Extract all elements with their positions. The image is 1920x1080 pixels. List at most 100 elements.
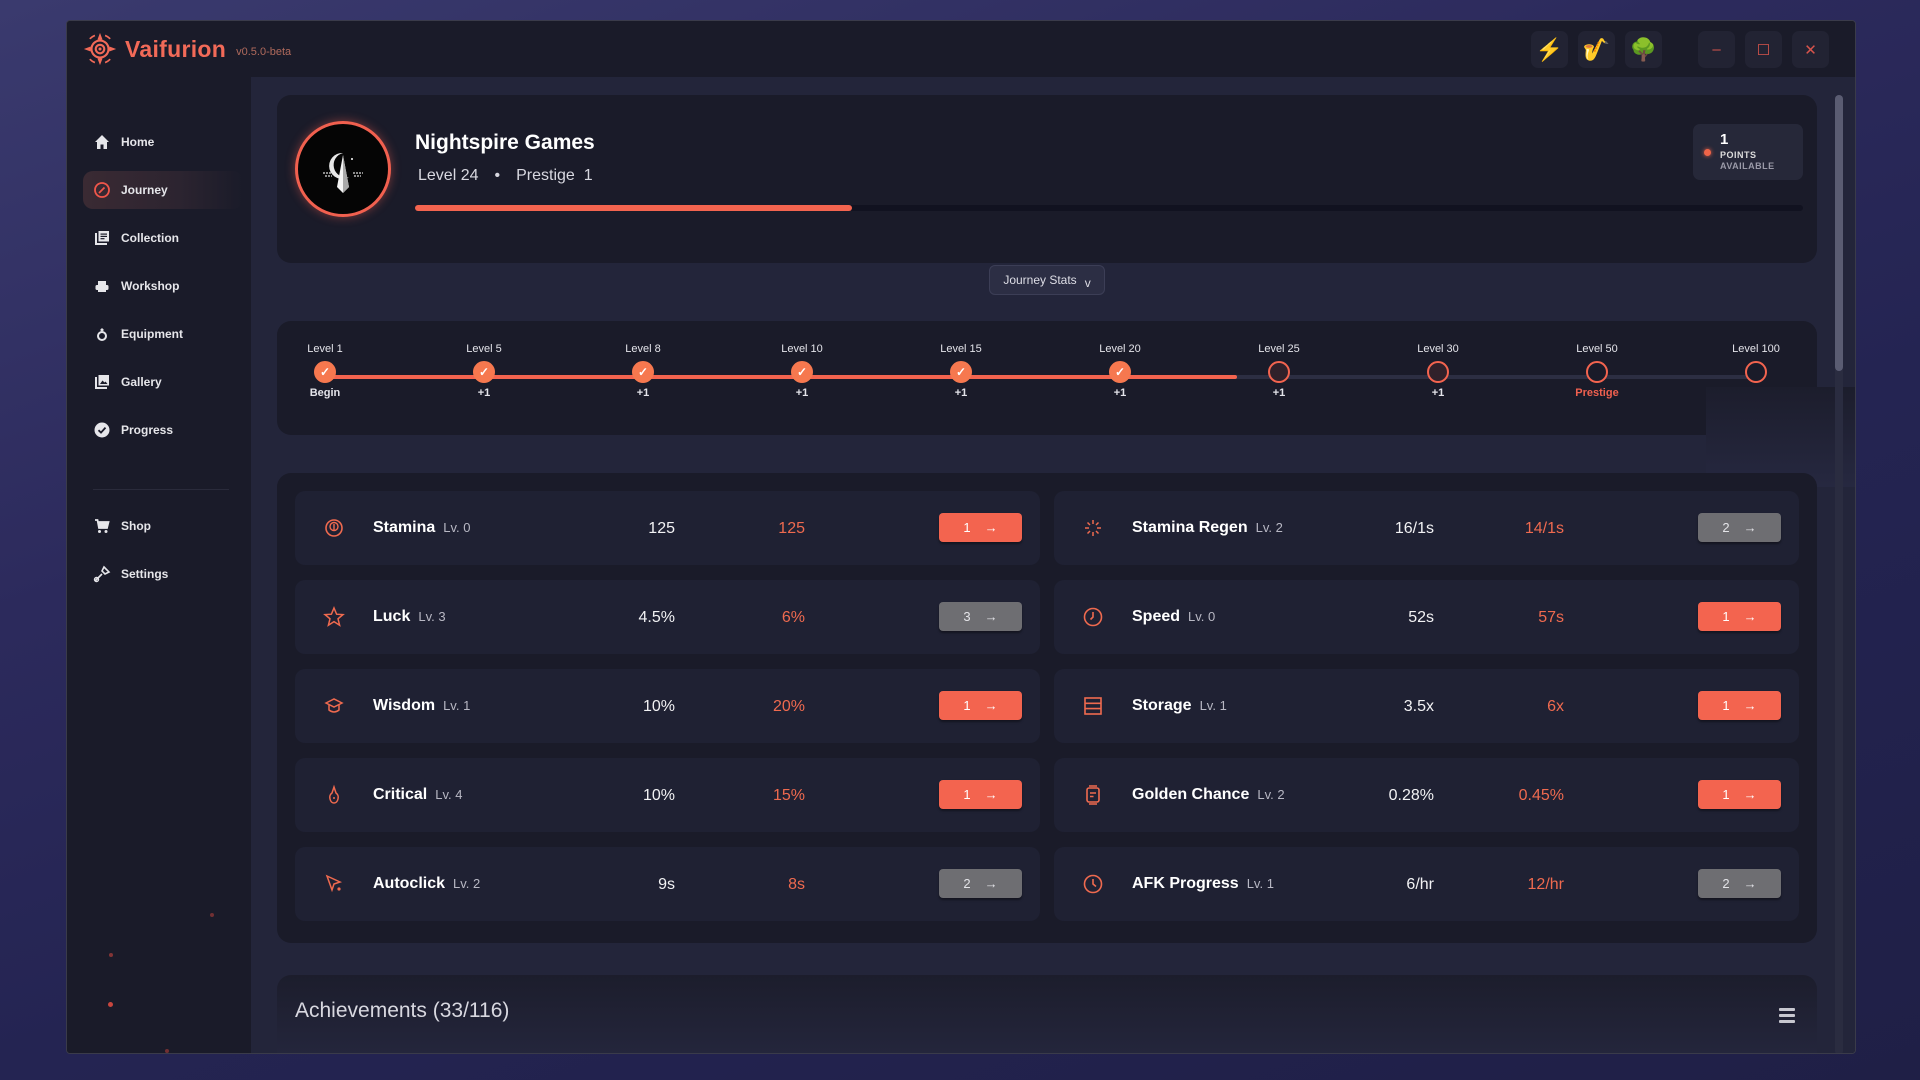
sidebar-item-journey[interactable]: Journey [83,171,243,209]
upgrades-panel: Stamina Lv. 0 125 125 1 → Stamina Regen Lv.… [277,473,1817,943]
sidebar-item-home[interactable]: Home [83,123,243,161]
upgrade-button[interactable]: 2 → [1698,869,1781,898]
timeline-node[interactable]: Level 15 ✓ +1 [911,343,1011,399]
upgrade-level: Lv. 1 [443,698,471,713]
arrow-right-icon: → [1743,520,1757,535]
upgrade-button[interactable]: 1 → [939,780,1022,809]
app-title: Vaifurion [125,35,227,62]
timeline-node[interactable]: Level 50 Prestige [1547,343,1647,399]
level-timeline: Level 1 ✓ Begin Level 5 ✓ +1 Level 8 ✓ +… [275,321,1855,487]
timeline-node[interactable]: Level 30 +1 [1388,343,1488,399]
pending-node-icon [1268,361,1290,383]
maximize-button[interactable]: ☐ [1745,31,1782,68]
level-label: Level 24 [418,167,479,184]
next-value: 20% [772,698,805,715]
meta-separator: • [494,167,501,184]
star-icon [323,606,345,627]
upgrade-button[interactable]: 1 → [1698,602,1781,631]
next-value: 14/1s [1524,520,1564,537]
home-icon [93,133,111,151]
upgrade-name: Autoclick Lv. 2 [373,875,481,892]
collection-icon [93,229,111,247]
upgrade-button[interactable]: 1 → [1698,691,1781,720]
current-value: 3.5x [1403,698,1434,715]
timeline-node[interactable]: Level 8 ✓ +1 [593,343,693,399]
sidebar-item-label: Gallery [121,375,162,389]
current-value: 4.5% [638,609,675,626]
regen-icon [1085,520,1101,536]
node-level: Level 10 [781,343,823,355]
current-value: 16/1s [1394,520,1434,537]
check-icon: ✓ [632,361,654,383]
close-button[interactable]: ✕ [1792,31,1829,68]
prestige-label: Prestige 1 [516,167,593,184]
menu-icon[interactable] [1779,1008,1795,1026]
upgrade-name: Luck Lv. 3 [373,608,446,625]
node-level: Level 8 [625,343,661,355]
sidebar-item-progress[interactable]: Progress [83,411,243,449]
upgrade-level: Lv. 2 [1255,520,1283,535]
saxophone-button[interactable]: 🎷 [1578,31,1615,68]
scrollbar-thumb[interactable] [1835,95,1843,371]
timeline-node[interactable]: Level 5 ✓ +1 [434,343,534,399]
upgrade-button[interactable]: 1 → [939,691,1022,720]
upgrade-row-luck: Luck Lv. 3 4.5% 6% 3 → [295,580,1040,654]
sidebar-item-settings[interactable]: Settings [83,555,243,593]
current-value: 52s [1408,609,1434,626]
upgrade-name: Stamina Regen Lv. 2 [1132,519,1283,536]
achievements-panel: Achievements (33/116) [277,975,1817,1053]
next-value: 57s [1538,609,1564,626]
clock-icon [1083,874,1103,894]
scrollbar[interactable] [1835,95,1843,1053]
node-level: Level 30 [1417,343,1459,355]
upgrade-button[interactable]: 3 → [939,602,1022,631]
sidebar-item-workshop[interactable]: Workshop [83,267,243,305]
timeline-node[interactable]: Level 20 ✓ +1 [1070,343,1170,399]
pending-node-icon [1427,361,1449,383]
achievements-title: Achievements (33/116) [295,999,510,1022]
arrow-right-icon: → [984,609,998,624]
upgrade-button[interactable]: 1 → [939,513,1022,542]
upgrade-row-golden-chance: Golden Chance Lv. 2 0.28% 0.45% 1 → [1054,758,1799,832]
ring-icon [93,325,111,343]
upgrade-row-storage: Storage Lv. 1 3.5x 6x 1 → [1054,669,1799,743]
arrow-right-icon: → [984,787,998,802]
timeline-node[interactable]: Level 1 ✓ Begin [275,343,375,399]
upgrade-row-critical: Critical Lv. 4 10% 15% 1 → [295,758,1040,832]
timeline-node[interactable]: Level 100 Achievement [1706,343,1855,487]
journey-stats-toggle[interactable]: Journey Stats v [989,265,1105,295]
upgrade-name: Storage Lv. 1 [1132,697,1227,714]
upgrade-level: Lv. 1 [1199,698,1227,713]
upgrade-name: Stamina Lv. 0 [373,519,471,536]
gallery-icon [93,373,111,391]
cart-icon [93,517,111,535]
timeline-node[interactable]: Level 10 ✓ +1 [752,343,852,399]
sidebar-item-label: Progress [121,423,174,437]
arrow-right-icon: → [1743,698,1757,713]
title-bar[interactable]: Vaifurion v0.5.0-beta ⚡ 🎷 🌳 – ☐ ✕ [67,21,1855,77]
arrow-right-icon: → [1743,876,1757,891]
node-reward: Achievement [1706,387,1855,487]
node-reward: Begin [309,387,341,399]
sidebar-item-gallery[interactable]: Gallery [83,363,243,401]
minimize-button[interactable]: – [1698,31,1735,68]
sidebar-item-shop[interactable]: Shop [83,507,243,545]
upgrade-button[interactable]: 2 → [1698,513,1781,542]
lightning-button[interactable]: ⚡ [1531,31,1568,68]
upgrade-button[interactable]: 1 → [1698,780,1781,809]
sidebar-item-equipment[interactable]: Equipment [83,315,243,353]
next-value: 0.45% [1518,787,1564,804]
close-icon: ✕ [1804,41,1817,59]
tree-button[interactable]: 🌳 [1625,31,1662,68]
node-level: Level 20 [1099,343,1141,355]
timeline-node[interactable]: Level 25 +1 [1229,343,1329,399]
titlebar-controls: ⚡ 🎷 🌳 – ☐ ✕ [1531,31,1829,68]
app-window: Vaifurion v0.5.0-beta ⚡ 🎷 🌳 – ☐ ✕ Home J… [66,20,1856,1054]
upgrade-button[interactable]: 2 → [939,869,1022,898]
flame-icon [329,784,339,804]
sidebar-item-collection[interactable]: Collection [83,219,243,257]
upgrade-name: Golden Chance Lv. 2 [1132,786,1285,803]
upgrade-name: Speed Lv. 0 [1132,608,1216,625]
node-reward: +1 [954,387,968,399]
next-value: 8s [788,876,805,893]
